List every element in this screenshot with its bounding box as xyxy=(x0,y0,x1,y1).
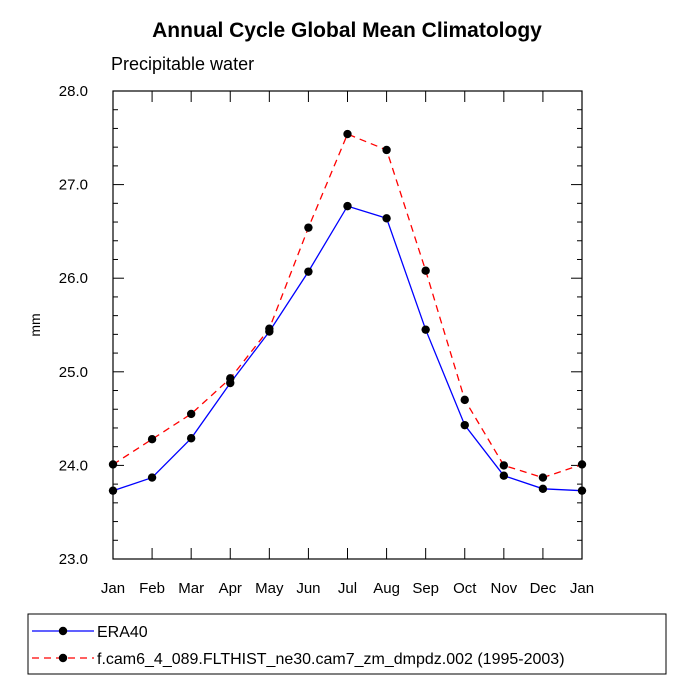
y-tick-label: 24.0 xyxy=(59,457,88,474)
plot-area: 23.0 24.0 25.0 26.0 27.0 28.0 Jan Feb Mar Apr May J… xyxy=(59,83,594,597)
x-tick-label: Oct xyxy=(453,580,477,597)
data-point-series-0 xyxy=(538,484,548,493)
data-point-series-1 xyxy=(108,460,118,469)
data-point-series-0 xyxy=(147,473,157,482)
data-point-series-0 xyxy=(186,434,196,443)
legend-label-model: f.cam6_4_089.FLTHIST_ne30.cam7_zm_dmpdz.… xyxy=(97,651,565,668)
legend-label-era40: ERA40 xyxy=(97,624,148,641)
x-tick-label: Feb xyxy=(139,580,165,597)
x-tick-label: Jan xyxy=(570,580,594,597)
data-point-series-1 xyxy=(343,129,352,139)
data-point-series-0 xyxy=(577,486,587,495)
data-point-series-1 xyxy=(265,324,274,333)
legend: ERA40 f.cam6_4_089.FLTHIST_ne30.cam7_zm_… xyxy=(27,613,667,675)
data-point-series-1 xyxy=(304,223,313,232)
series-line-0 xyxy=(112,205,583,492)
x-tick-label: Sep xyxy=(412,580,439,597)
data-point-series-1 xyxy=(421,266,430,275)
data-point-series-1 xyxy=(538,473,548,482)
chart-subtitle: Precipitable water xyxy=(111,54,254,74)
data-point-series-0 xyxy=(421,325,430,334)
data-point-series-0 xyxy=(499,471,509,480)
x-tick-label: Jun xyxy=(296,580,320,597)
x-tick-label: Jan xyxy=(101,580,125,597)
data-point-series-1 xyxy=(577,460,587,469)
legend-marker-era40 xyxy=(58,626,68,636)
legend-marker-model xyxy=(58,653,68,663)
data-point-series-1 xyxy=(460,395,469,405)
y-tick-label: 27.0 xyxy=(59,177,88,194)
data-point-series-0 xyxy=(304,267,313,276)
data-point-series-1 xyxy=(226,374,235,383)
x-tick-label: Aug xyxy=(373,580,400,597)
plot-frame xyxy=(112,90,583,560)
data-point-series-1 xyxy=(499,461,509,470)
y-tick-label: 28.0 xyxy=(59,83,88,100)
y-tick-label: 26.0 xyxy=(59,270,88,287)
legend-entry-era40: ERA40 xyxy=(32,624,148,641)
y-tick-label: 25.0 xyxy=(59,364,88,381)
y-axis-label: mm xyxy=(27,313,43,336)
data-point-series-0 xyxy=(382,214,391,223)
x-tick-label: Dec xyxy=(530,580,557,597)
series-line-1 xyxy=(112,133,583,479)
chart-title: Annual Cycle Global Mean Climatology xyxy=(152,19,542,42)
data-point-series-1 xyxy=(186,409,196,419)
data-point-series-0 xyxy=(343,201,352,211)
data-point-series-1 xyxy=(147,434,157,444)
x-tick-label: Jul xyxy=(338,580,357,597)
y-tick-label: 23.0 xyxy=(59,551,88,568)
x-tick-label: May xyxy=(255,580,284,597)
x-tick-label: Mar xyxy=(178,580,204,597)
data-point-series-0 xyxy=(108,486,118,495)
legend-entry-model: f.cam6_4_089.FLTHIST_ne30.cam7_zm_dmpdz.… xyxy=(32,651,565,668)
x-tick-label: Nov xyxy=(490,580,517,597)
data-point-series-1 xyxy=(382,145,391,155)
x-tick-label: Apr xyxy=(219,580,242,597)
data-point-series-0 xyxy=(460,420,469,430)
legend-box xyxy=(27,613,667,675)
